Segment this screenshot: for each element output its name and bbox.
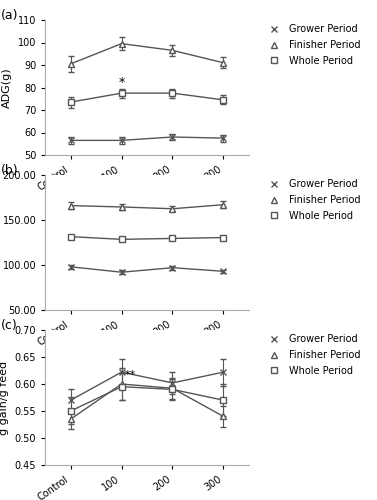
- Grower Period: [119, 269, 124, 275]
- X-axis label: YSE level (mg/kg): YSE level (mg/kg): [98, 353, 196, 363]
- Finisher Period: [170, 386, 175, 392]
- X-axis label: YSE level (mg/kg): YSE level (mg/kg): [98, 198, 196, 208]
- Whole Period: [69, 99, 73, 105]
- Finisher Period: [119, 381, 124, 387]
- Text: **: **: [125, 370, 136, 380]
- Text: (a): (a): [0, 9, 18, 22]
- Line: Whole Period: Whole Period: [67, 383, 227, 414]
- Finisher Period: [69, 416, 73, 422]
- Y-axis label: g gain/g feed: g gain/g feed: [0, 360, 9, 434]
- Whole Period: [69, 234, 73, 239]
- Y-axis label: ADG(g): ADG(g): [2, 67, 12, 108]
- Finisher Period: [69, 61, 73, 67]
- Whole Period: [170, 90, 175, 96]
- Grower Period: [119, 369, 124, 375]
- Line: Finisher Period: Finisher Period: [67, 380, 227, 422]
- Line: Grower Period: Grower Period: [67, 368, 227, 404]
- Text: (b): (b): [0, 164, 18, 177]
- Finisher Period: [221, 60, 225, 66]
- Grower Period: [221, 268, 225, 274]
- Line: Grower Period: Grower Period: [67, 264, 227, 276]
- Finisher Period: [170, 206, 175, 212]
- Whole Period: [170, 236, 175, 242]
- Whole Period: [221, 234, 225, 240]
- Grower Period: [170, 380, 175, 386]
- Grower Period: [119, 138, 124, 143]
- Text: (c): (c): [0, 319, 17, 332]
- Line: Whole Period: Whole Period: [67, 233, 227, 243]
- Whole Period: [170, 386, 175, 392]
- Finisher Period: [170, 48, 175, 54]
- Whole Period: [221, 97, 225, 103]
- Line: Finisher Period: Finisher Period: [67, 40, 227, 68]
- Whole Period: [69, 408, 73, 414]
- Grower Period: [170, 264, 175, 270]
- Finisher Period: [119, 204, 124, 210]
- Whole Period: [119, 236, 124, 242]
- Grower Period: [221, 135, 225, 141]
- Legend: Grower Period, Finisher Period, Whole Period: Grower Period, Finisher Period, Whole Pe…: [262, 177, 363, 222]
- Grower Period: [170, 134, 175, 140]
- Grower Period: [69, 264, 73, 270]
- Line: Whole Period: Whole Period: [67, 90, 227, 106]
- Legend: Grower Period, Finisher Period, Whole Period: Grower Period, Finisher Period, Whole Pe…: [262, 22, 363, 68]
- Finisher Period: [119, 40, 124, 46]
- Grower Period: [221, 369, 225, 375]
- Finisher Period: [69, 202, 73, 208]
- Whole Period: [119, 90, 124, 96]
- Whole Period: [221, 397, 225, 403]
- Grower Period: [69, 138, 73, 143]
- Whole Period: [119, 384, 124, 390]
- Legend: Grower Period, Finisher Period, Whole Period: Grower Period, Finisher Period, Whole Pe…: [262, 332, 363, 378]
- Line: Grower Period: Grower Period: [67, 134, 227, 144]
- Finisher Period: [221, 202, 225, 207]
- Line: Finisher Period: Finisher Period: [67, 201, 227, 212]
- Finisher Period: [221, 414, 225, 420]
- Grower Period: [69, 397, 73, 403]
- Text: *: *: [118, 76, 125, 88]
